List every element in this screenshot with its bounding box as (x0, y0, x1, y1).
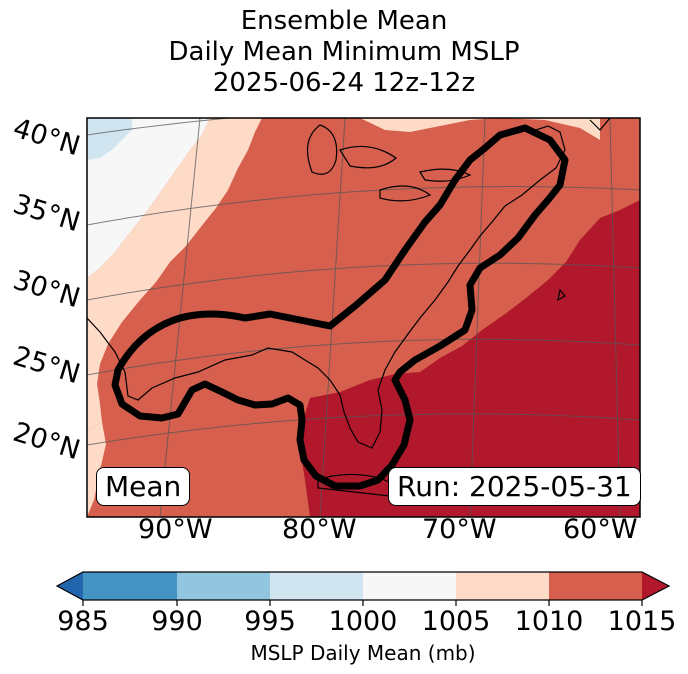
title-line-3: 2025-06-24 12z-12z (212, 68, 476, 98)
map-frame (86, 117, 641, 518)
lon-label-80w: 80°W (282, 514, 357, 545)
run-date-box: Run: 2025-05-31 (388, 467, 641, 506)
colorbar-tick-1015: 1015 (607, 606, 677, 637)
colorbar-tick-990: 990 (151, 606, 203, 637)
colorbar-bin-985 (83, 572, 177, 600)
mslp-field-1005-northeast (360, 118, 600, 140)
colorbar-tick-1000: 1000 (328, 606, 398, 637)
mslp-field-995 (87, 118, 132, 160)
colorbar-tick-1010: 1010 (514, 606, 584, 637)
mslp-field-1015 (300, 200, 640, 517)
coastlines (87, 118, 611, 497)
mean-label-box: Mean (96, 467, 191, 506)
colorbar-tick-1005: 1005 (421, 606, 491, 637)
chart-title: Ensemble Mean Daily Mean Minimum MSLP 20… (0, 6, 688, 99)
mslp-field-1000 (87, 118, 210, 278)
title-line-1: Ensemble Mean (240, 6, 448, 36)
colorbar-bin-995 (270, 572, 363, 600)
contour-1010 (111, 124, 569, 490)
colorbar-label: MSLP Daily Mean (mb) (250, 641, 476, 665)
mslp-field-1005-west (87, 118, 262, 430)
colorbar-tick-985: 985 (57, 606, 109, 637)
colorbar-bin-990 (177, 572, 270, 600)
lon-label-90w: 90°W (138, 514, 213, 545)
colorbar-extend-high (642, 572, 669, 600)
colorbar-tick-995: 995 (244, 606, 296, 637)
colorbar-extend-low (57, 572, 83, 600)
title-line-2: Daily Mean Minimum MSLP (168, 37, 520, 67)
colorbar-bin-1005 (456, 572, 549, 600)
colorbar-bin-1000 (363, 572, 456, 600)
map-area (87, 118, 640, 517)
colorbar (55, 571, 671, 606)
lon-label-70w: 70°W (422, 514, 497, 545)
colorbar-bin-1010 (549, 572, 642, 600)
lon-label-60w: 60°W (563, 514, 638, 545)
